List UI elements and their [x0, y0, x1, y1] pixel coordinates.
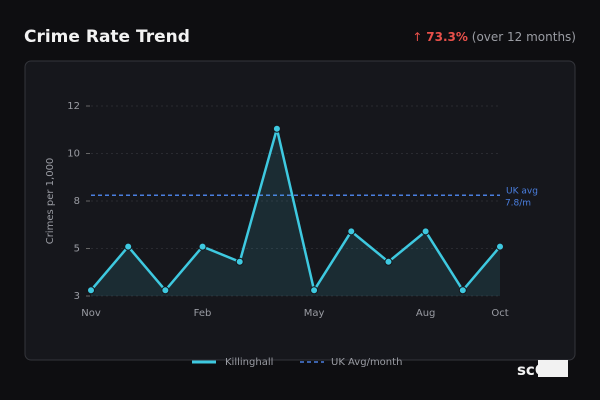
title: Crime Rate Trend — [24, 27, 190, 47]
line — [90, 128, 501, 294]
point — [421, 227, 430, 236]
change: 73.3% — [426, 30, 468, 44]
reference-label: UK avg — [506, 187, 538, 197]
y-tick-label: 10 — [67, 149, 80, 160]
legend-label: UK Avg/month — [331, 357, 402, 368]
point — [198, 242, 207, 251]
y-axis-label: Crimes per 1,000 — [45, 158, 56, 245]
logo: scOS — [517, 361, 558, 379]
x-tick-label: May — [304, 308, 325, 319]
point — [458, 286, 467, 295]
legend-label: Killinghall — [225, 357, 273, 368]
point — [310, 286, 319, 295]
point — [272, 124, 281, 133]
point — [161, 286, 170, 295]
point — [384, 257, 393, 266]
point — [496, 242, 504, 251]
x-tick-label: Oct — [491, 308, 508, 319]
y-tick-label: 3 — [74, 291, 80, 302]
point — [347, 227, 356, 236]
logo-box — [538, 360, 568, 377]
y-tick-label: 5 — [74, 244, 80, 255]
y-tick-label: 8 — [74, 196, 80, 207]
point — [124, 242, 133, 251]
y-tick-label: 12 — [67, 101, 80, 112]
logo-text: scOS — [517, 361, 558, 379]
period: (over 12 months) — [472, 30, 576, 44]
x-tick-label: Aug — [416, 308, 436, 319]
change-summary: ↑ 73.3% (over 12 months) — [412, 30, 576, 44]
reference-label: 7.8/m — [505, 199, 531, 209]
arrow: ↑ — [412, 30, 422, 44]
point — [87, 286, 95, 295]
point — [235, 257, 244, 266]
x-tick-label: Feb — [194, 308, 212, 319]
x-tick-label: Nov — [81, 308, 101, 319]
